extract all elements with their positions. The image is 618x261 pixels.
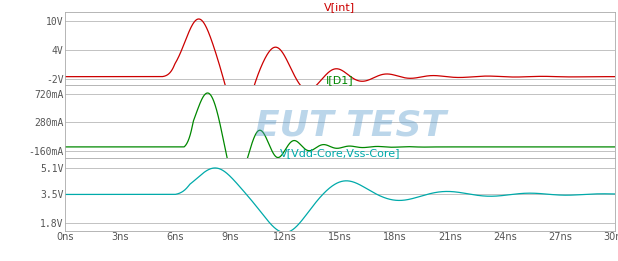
Title: V[Vdd-Core,Vss-Core]: V[Vdd-Core,Vss-Core]: [280, 148, 400, 158]
Text: EUT TEST: EUT TEST: [255, 108, 446, 142]
Title: I[D1]: I[D1]: [326, 75, 353, 85]
Title: V[int]: V[int]: [324, 2, 355, 12]
